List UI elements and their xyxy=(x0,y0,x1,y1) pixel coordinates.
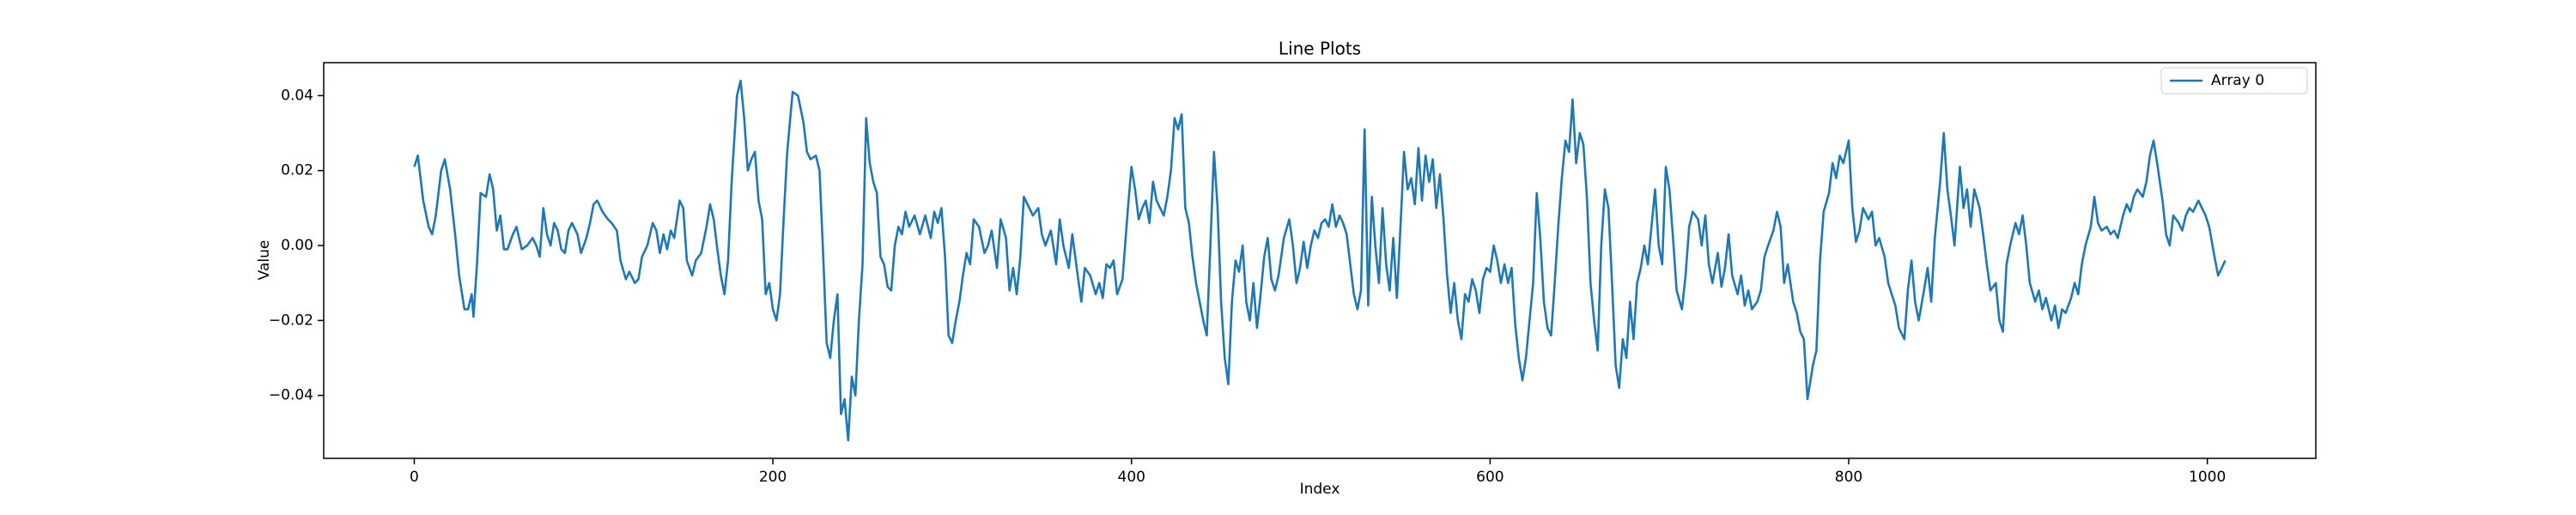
y-tick-label: 0.02 xyxy=(281,162,313,179)
y-tick-label: −0.02 xyxy=(269,312,313,329)
plot-frame xyxy=(323,62,2317,459)
legend-box xyxy=(2160,67,2308,94)
legend-label: Array 0 xyxy=(2211,72,2264,89)
line-series xyxy=(413,79,2227,442)
x-tick-label: 1000 xyxy=(2189,469,2226,486)
y-axis-label: Value xyxy=(256,240,273,281)
x-tick-label: 200 xyxy=(759,469,787,486)
y-tick-label: 0.04 xyxy=(281,87,313,104)
x-axis-label: Index xyxy=(1300,481,1340,498)
chart-title: Line Plots xyxy=(1279,39,1361,59)
x-tick-label: 0 xyxy=(410,469,419,486)
x-tick-label: 800 xyxy=(1835,469,1862,486)
y-tick-label: 0.00 xyxy=(281,237,313,254)
x-tick-label: 600 xyxy=(1476,469,1504,486)
x-tick-label: 400 xyxy=(1118,469,1145,486)
y-tick-label: −0.04 xyxy=(269,387,313,404)
